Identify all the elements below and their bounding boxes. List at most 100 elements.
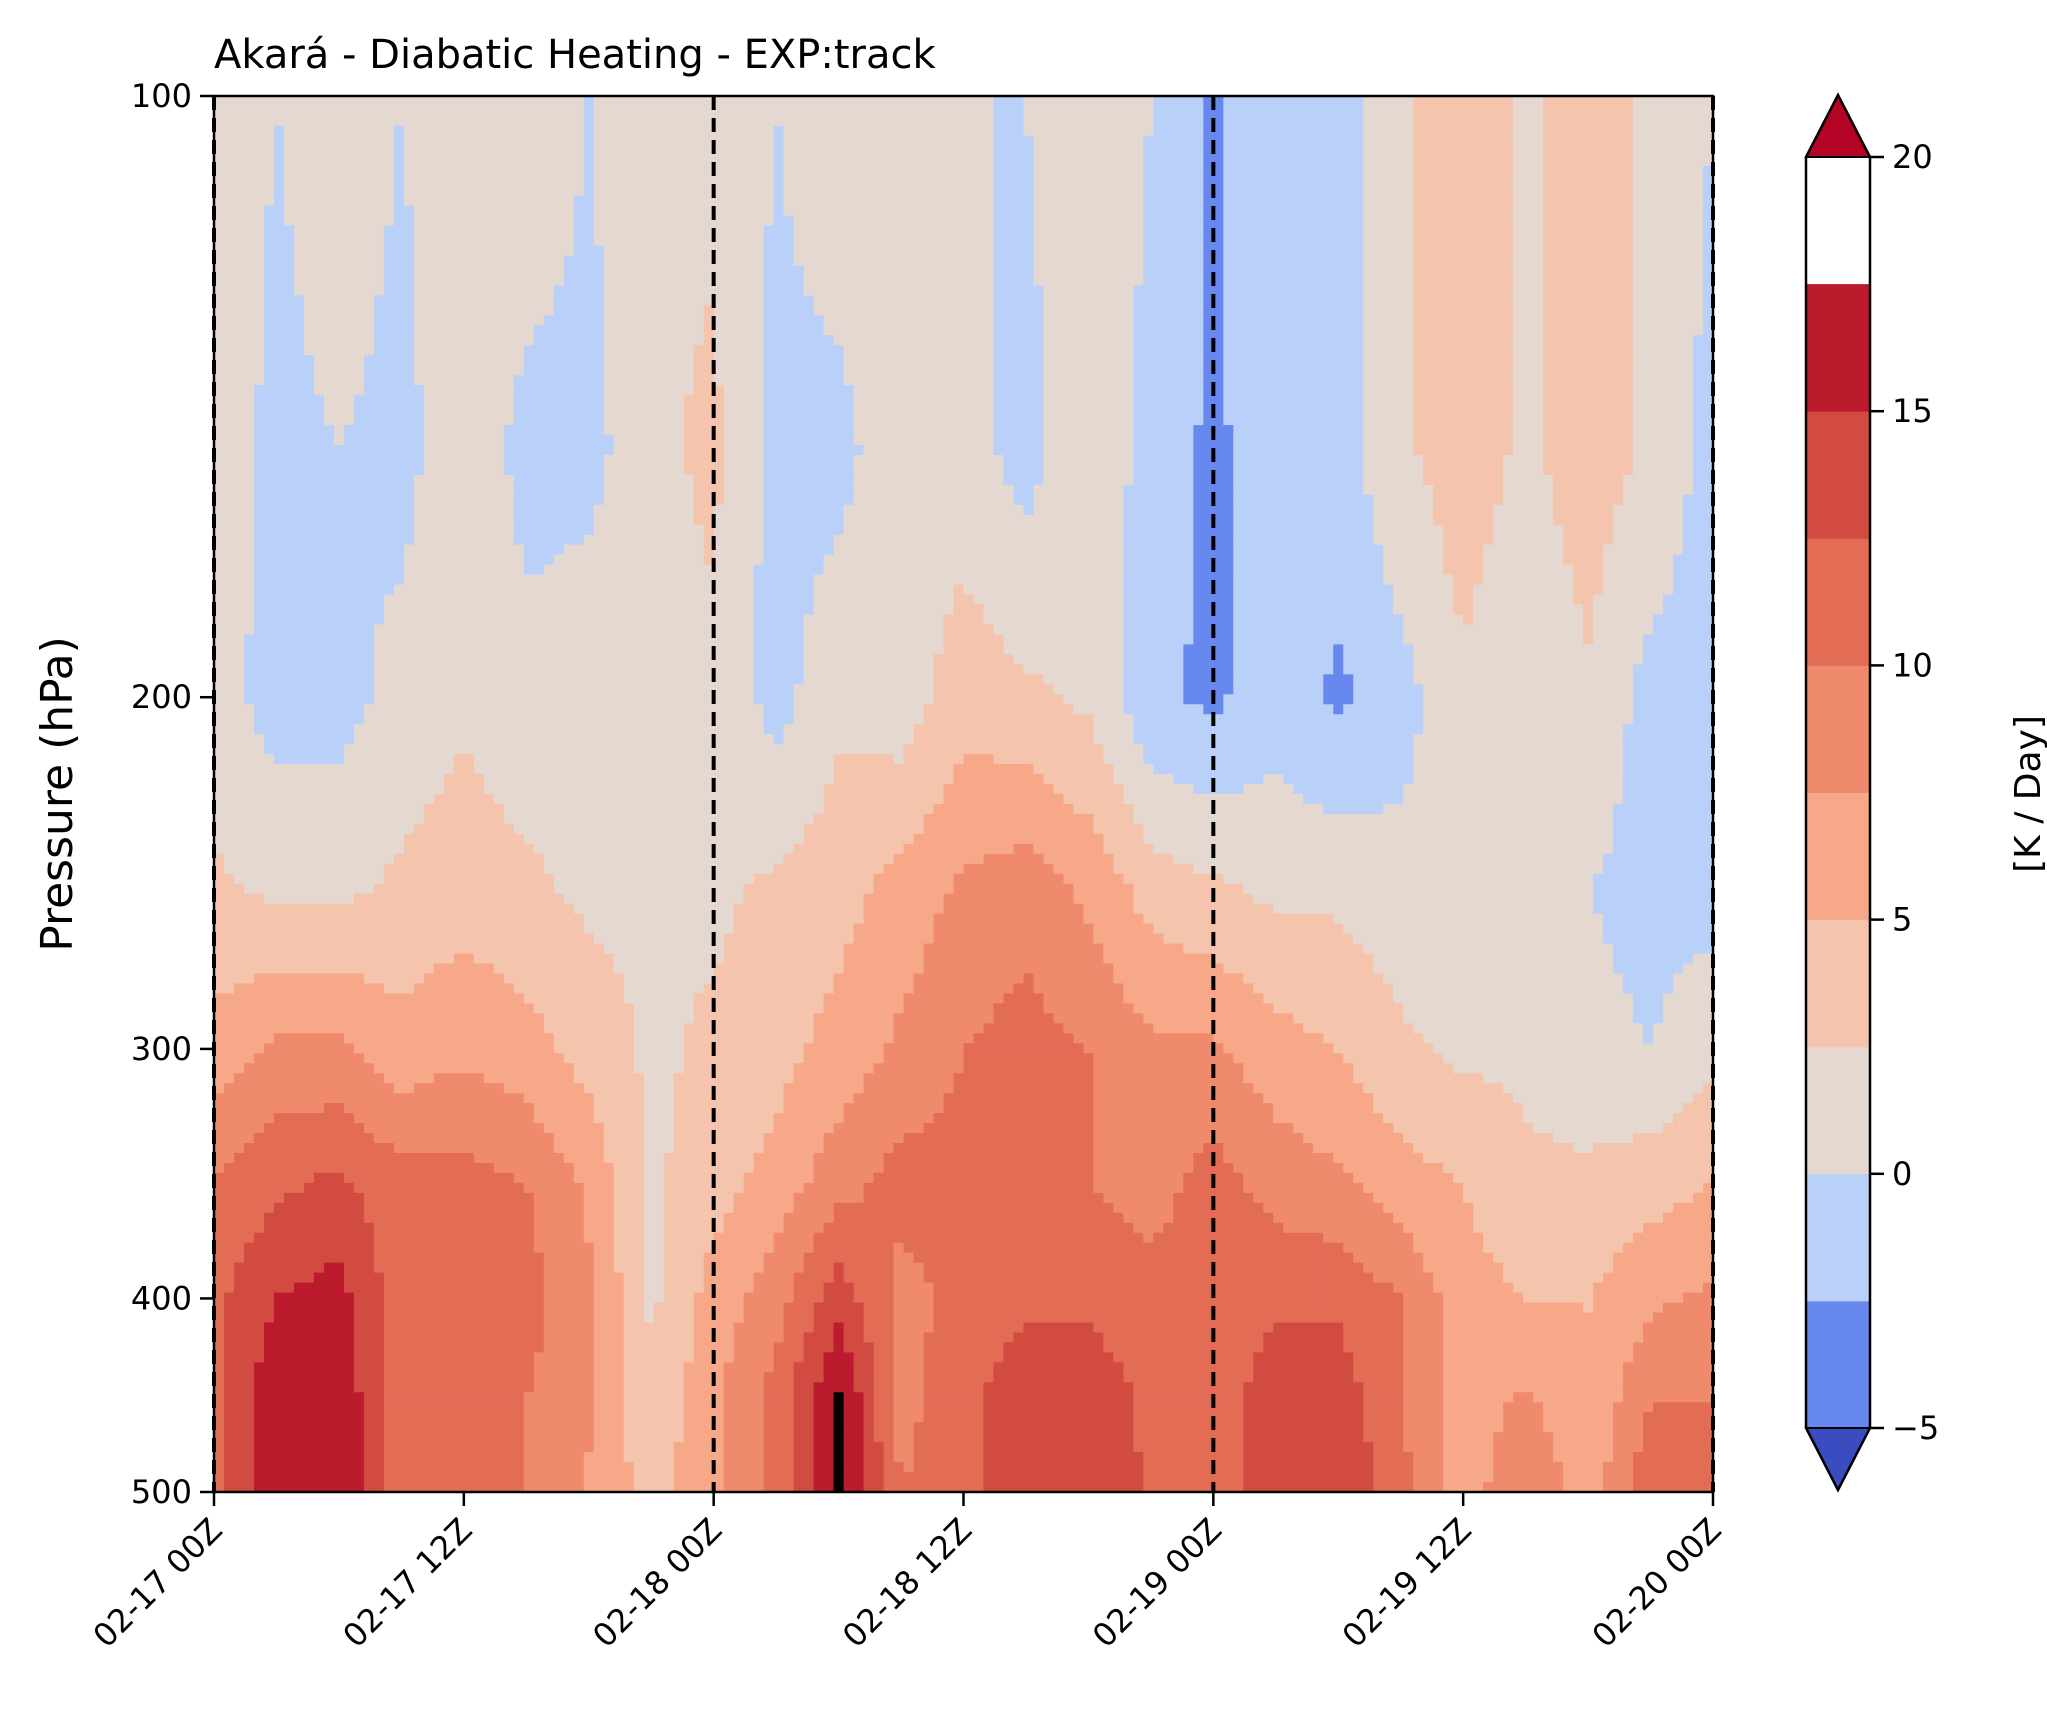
- contour-cell: [263, 325, 275, 336]
- contour-cell: [723, 415, 735, 426]
- contour-cell: [563, 405, 575, 416]
- contour-cell: [1073, 275, 1085, 287]
- contour-cell: [1153, 195, 1164, 207]
- contour-cell: [1703, 295, 1714, 306]
- contour-cell: [773, 105, 785, 117]
- contour-cell: [693, 175, 705, 187]
- contour-cell: [983, 235, 995, 247]
- contour-cell: [1093, 105, 1104, 117]
- contour-cell: [1443, 125, 1454, 137]
- contour-cell: [553, 385, 565, 396]
- contour-cell: [573, 325, 585, 336]
- contour-cell: [753, 315, 765, 326]
- contour-cell: [1303, 285, 1314, 297]
- contour-cell: [1413, 145, 1424, 157]
- contour-cell: [1333, 245, 1344, 257]
- contour-cell: [1433, 255, 1444, 267]
- contour-cell: [1393, 315, 1404, 326]
- contour-cell: [1643, 305, 1654, 316]
- contour-cell: [363, 255, 375, 267]
- contour-cell: [733, 185, 745, 197]
- contour-cell: [993, 225, 1005, 237]
- contour-cell: [713, 345, 725, 356]
- contour-cell: [473, 295, 485, 306]
- contour-cell: [1633, 405, 1644, 416]
- contour-cell: [583, 285, 595, 297]
- contour-cell: [1153, 125, 1164, 137]
- contour-cell: [783, 365, 795, 376]
- contour-cell: [1183, 275, 1194, 287]
- contour-cell: [1323, 365, 1334, 376]
- contour-cell: [623, 345, 635, 356]
- contour-cell: [853, 255, 865, 267]
- contour-cell: [1473, 345, 1484, 356]
- contour-cell: [353, 205, 365, 217]
- contour-cell: [1123, 215, 1134, 227]
- contour-cell: [613, 375, 625, 386]
- contour-cell: [653, 295, 665, 306]
- contour-cell: [783, 395, 795, 406]
- contour-cell: [683, 305, 695, 316]
- contour-cell: [1403, 315, 1414, 326]
- contour-cell: [633, 185, 645, 197]
- contour-cell: [813, 325, 825, 336]
- contour-cell: [1563, 105, 1574, 117]
- contour-cell: [913, 185, 925, 197]
- contour-cell: [763, 405, 775, 416]
- contour-cell: [1173, 235, 1184, 247]
- contour-cell: [483, 305, 495, 316]
- contour-cell: [1463, 175, 1474, 187]
- contour-cell: [713, 135, 725, 147]
- contour-cell: [603, 365, 615, 376]
- contour-cell: [1173, 115, 1184, 127]
- contour-cell: [1023, 365, 1035, 376]
- contour-cell: [663, 125, 675, 137]
- contour-cell: [1413, 365, 1424, 376]
- contour-cell: [873, 395, 885, 406]
- contour-cell: [313, 355, 325, 366]
- contour-cell: [1703, 285, 1714, 297]
- contour-cell: [433, 115, 445, 127]
- contour-cell: [713, 405, 725, 416]
- contour-cell: [923, 285, 935, 297]
- contour-cell: [763, 285, 775, 297]
- contour-cell: [283, 325, 295, 336]
- contour-cell: [1233, 125, 1244, 137]
- contour-cell: [1343, 185, 1354, 197]
- contour-cell: [1033, 405, 1045, 416]
- contour-cell: [1373, 105, 1384, 117]
- contour-cell: [1573, 185, 1584, 197]
- contour-cell: [343, 96, 355, 107]
- contour-cell: [1483, 345, 1494, 356]
- contour-cell: [643, 425, 655, 436]
- contour-cell: [1433, 305, 1444, 316]
- contour-cell: [393, 375, 405, 386]
- contour-cell: [763, 355, 775, 366]
- contour-cell: [663, 425, 675, 436]
- contour-cell: [263, 305, 275, 316]
- contour-cell: [973, 335, 985, 346]
- contour-cell: [673, 255, 685, 267]
- contour-cell: [443, 96, 455, 107]
- contour-cell: [1123, 105, 1134, 117]
- contour-cell: [893, 385, 905, 396]
- contour-cell: [1603, 395, 1614, 406]
- contour-cell: [1653, 355, 1664, 366]
- contour-cell: [913, 115, 925, 127]
- contour-cell: [233, 355, 245, 366]
- contour-cell: [1223, 355, 1234, 366]
- contour-cell: [263, 375, 275, 386]
- contour-cell: [813, 275, 825, 287]
- contour-cell: [623, 175, 635, 187]
- contour-cell: [1343, 415, 1354, 426]
- contour-cell: [1503, 115, 1514, 127]
- contour-cell: [933, 405, 945, 416]
- contour-cell: [1223, 395, 1234, 406]
- contour-cell: [743, 185, 755, 197]
- contour-cell: [383, 145, 395, 157]
- contour-cell: [923, 325, 935, 336]
- contour-cell: [433, 275, 445, 287]
- contour-cell: [393, 285, 405, 297]
- contour-cell: [1653, 325, 1664, 336]
- contour-cell: [803, 395, 815, 406]
